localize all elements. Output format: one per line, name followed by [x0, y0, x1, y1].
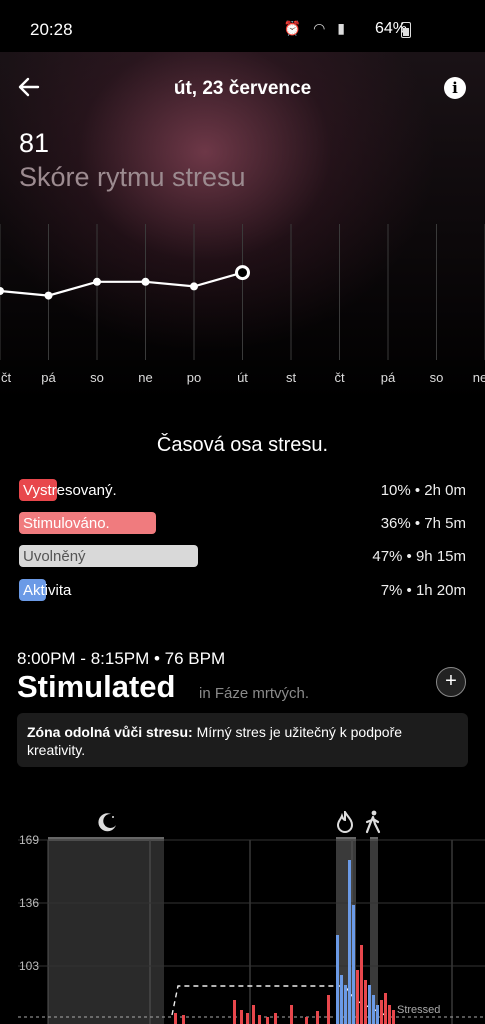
week-point[interactable]: [0, 287, 4, 295]
hr-bar: [274, 1013, 277, 1024]
hr-bar: [372, 995, 375, 1024]
day-label[interactable]: pá: [380, 370, 396, 385]
hr-bar: [356, 970, 359, 1024]
legend-label: Vystresovaný.: [23, 482, 117, 499]
hr-bar: [340, 975, 343, 1024]
time-range: 8:00PM - 8:15PM • 76 BPM: [17, 649, 226, 668]
legend-bar: [19, 545, 198, 567]
hr-bar: [174, 1013, 177, 1024]
day-label[interactable]: čt: [0, 370, 12, 385]
hr-bar: [344, 985, 347, 1024]
y-tick: 169: [19, 833, 40, 847]
hr-bar: [360, 945, 363, 1024]
stress-state: Stimulated: [17, 669, 176, 704]
score-value: 81: [19, 128, 50, 158]
threshold-label: Stressed: [397, 1004, 440, 1016]
legend-bar: [19, 512, 156, 534]
hr-bar: [233, 1000, 236, 1024]
moon-icon: [96, 811, 118, 838]
hr-bar: [182, 1015, 185, 1024]
score-label: Skóre rytmu stresu: [19, 162, 246, 192]
battery-percent: 64%: [374, 20, 407, 37]
zone-card: Zóna odolná vůči stresu: Mírný stres je …: [17, 713, 468, 767]
legend-value: 36% • 7h 5m: [380, 515, 466, 532]
legend-row[interactable]: Vystresovaný. 10% • 2h 0m: [19, 479, 466, 503]
day-label[interactable]: po: [186, 370, 202, 385]
day-label[interactable]: so: [429, 370, 444, 385]
hr-bar: [388, 1005, 391, 1024]
hr-bar: [266, 1017, 269, 1024]
hr-bar: [252, 1005, 255, 1024]
walking-icon: [363, 810, 383, 839]
hr-bar: [246, 1013, 249, 1024]
status-time: 20:28: [30, 20, 73, 39]
hr-bar: [364, 980, 367, 1024]
day-label[interactable]: st: [285, 370, 297, 385]
add-button[interactable]: +: [436, 667, 466, 697]
hr-bar: [392, 1010, 395, 1024]
back-arrow-icon[interactable]: [18, 76, 40, 105]
legend-row[interactable]: Stimulováno. 36% • 7h 5m: [19, 512, 466, 536]
day-label[interactable]: út: [237, 370, 248, 385]
legend-row[interactable]: Uvolněný 47% • 9h 15m: [19, 545, 466, 569]
legend-value: 7% • 1h 20m: [380, 582, 466, 599]
timeline-title: Časová osa stresu.: [156, 434, 329, 456]
legend-bar: [19, 579, 46, 601]
hr-bar: [348, 860, 351, 1024]
heart-rate-chart[interactable]: Stressed: [0, 835, 485, 1024]
hr-bar: [380, 1000, 383, 1024]
zone-text: Mírný stres je užitečný k podpoře kreati…: [27, 724, 403, 758]
week-chart[interactable]: [0, 220, 485, 360]
info-icon[interactable]: i: [444, 77, 466, 99]
hr-bar: [258, 1015, 261, 1024]
y-tick: 136: [19, 896, 40, 910]
status-icons: ⏰ ◠ ▮: [283, 20, 349, 36]
flame-icon: [335, 808, 355, 838]
zone-title: Zóna odolná vůči stresu:: [27, 724, 193, 740]
legend-value: 10% • 2h 0m: [380, 482, 466, 499]
legend-label: Uvolněný: [23, 548, 86, 565]
hr-bar: [240, 1010, 243, 1024]
legend-value: 47% • 9h 15m: [372, 548, 466, 565]
day-label[interactable]: ne: [138, 370, 153, 385]
legend-label: Aktivita: [23, 582, 72, 599]
sleep-phase: in Fáze mrtvých.: [199, 685, 310, 702]
week-point[interactable]: [93, 277, 101, 286]
hr-bar: [290, 1005, 293, 1024]
hr-bar: [327, 995, 330, 1024]
week-point[interactable]: [190, 282, 198, 291]
hr-bar: [384, 993, 387, 1024]
hr-bar: [316, 1011, 319, 1024]
day-label[interactable]: so: [90, 370, 104, 385]
status-bar: 20:28 ⏰ ◠ ▮ 64%: [0, 0, 485, 52]
legend-row[interactable]: Aktivita 7% • 1h 20m: [19, 579, 466, 603]
week-point[interactable]: [141, 277, 150, 286]
day-label[interactable]: pá: [41, 370, 56, 385]
legend-bar: [19, 479, 57, 501]
hr-bar: [352, 905, 355, 1024]
hr-bar: [376, 1005, 379, 1024]
legend-label: Stimulováno.: [23, 515, 110, 532]
hr-bar: [336, 935, 339, 1024]
hr-bar: [368, 985, 371, 1024]
hr-bar: [305, 1017, 308, 1024]
week-point-selected[interactable]: [235, 265, 250, 281]
page-title: út, 23 července: [173, 78, 312, 99]
day-label[interactable]: čt: [334, 370, 345, 385]
week-line: [0, 271, 243, 297]
week-point[interactable]: [44, 291, 53, 300]
day-label[interactable]: ne: [472, 370, 485, 385]
y-tick: 103: [19, 959, 40, 973]
battery-icon: [401, 22, 411, 38]
